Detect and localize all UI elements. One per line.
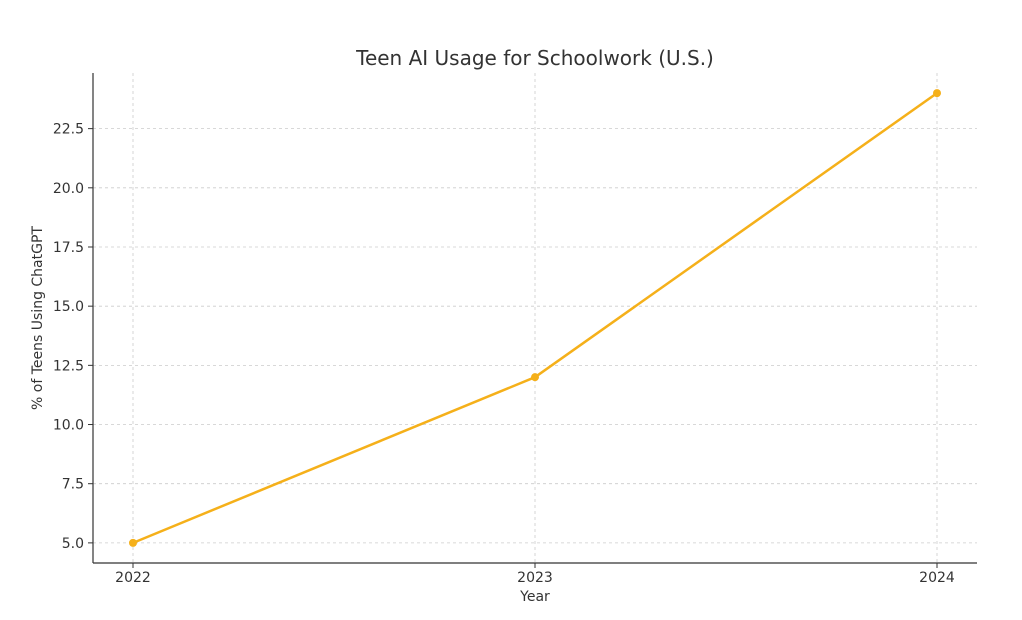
y-tick-label: 22.5 [53,122,84,138]
y-ticks: 5.0 7.5 10.0 12.5 15.0 17.5 20.0 22.5 [53,122,93,552]
x-axis-label: Year [519,589,550,605]
y-tick-label: 5.0 [62,536,84,552]
y-tick-label: 7.5 [62,477,84,493]
y-tick-label: 12.5 [53,358,84,374]
grid [93,73,977,563]
x-tick-label: 2022 [115,570,151,586]
y-tick-label: 15.0 [53,299,84,315]
y-tick-label: 20.0 [53,181,84,197]
y-tick-label: 10.0 [53,418,84,434]
x-tick-label: 2024 [919,570,955,586]
x-ticks: 2022 2023 2024 [115,563,955,586]
y-tick-label: 17.5 [53,240,84,256]
data-point [531,373,539,382]
chart-title: Teen AI Usage for Schoolwork (U.S.) [355,46,714,70]
data-point [129,538,137,547]
x-tick-label: 2023 [517,570,553,586]
series [129,89,941,547]
y-axis-label: % of Teens Using ChatGPT [30,226,46,410]
data-point [933,89,941,98]
